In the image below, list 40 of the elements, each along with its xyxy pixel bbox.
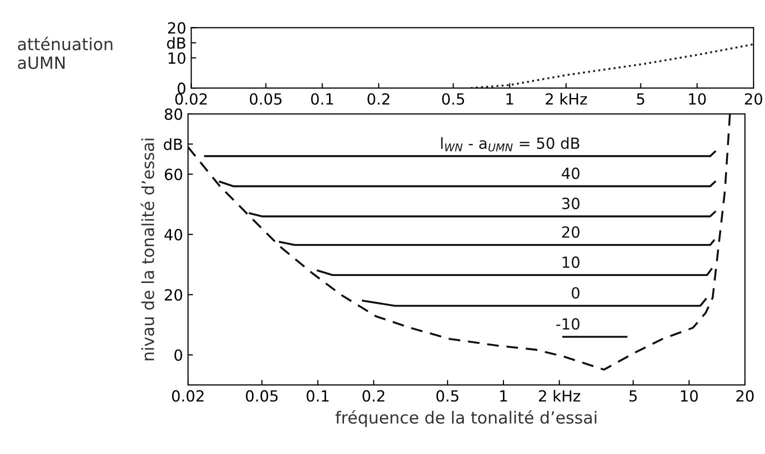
- x-tick-label: 0.02: [172, 390, 204, 402]
- x-tick-label: 1: [506, 93, 514, 105]
- x-axis-title: fréquence de la tonalité d’essai: [336, 410, 596, 427]
- series-label: 20: [562, 226, 580, 238]
- x-tick-label: 10: [689, 93, 706, 105]
- x-tick-label: 0.1: [306, 390, 329, 402]
- y-tick-label: 0: [174, 349, 182, 361]
- x-tick-label: 10: [681, 390, 698, 402]
- series-label: 30: [562, 198, 580, 210]
- x-tick-label: 0.2: [362, 390, 384, 402]
- y-tick-label: dB: [167, 36, 186, 49]
- series-label: 10: [562, 256, 580, 268]
- x-tick-label: 0.02: [175, 93, 207, 105]
- y-tick-label: 60: [164, 168, 182, 180]
- y-axis-title: atténuation aUMN: [18, 36, 112, 70]
- y-tick-label: 0: [178, 82, 186, 94]
- x-tick-label: 0.5: [436, 390, 458, 402]
- series-label: -10: [556, 318, 580, 330]
- series-label: l$_{WN}$ - a$_{UMN}$ = 50 dB: [441, 137, 580, 152]
- x-tick-label: 0.1: [311, 93, 333, 105]
- y-tick-label: 20: [168, 22, 186, 34]
- x-tick-label: 0.05: [250, 93, 282, 105]
- y-tick-label: 80: [164, 108, 182, 120]
- x-tick-label: 20: [736, 390, 754, 402]
- x-tick-label: 2 kHz: [546, 92, 587, 105]
- series-label: 40: [562, 168, 580, 180]
- x-tick-label: 5: [637, 93, 644, 105]
- y-tick-label: dB: [164, 138, 182, 150]
- x-tick-label: 0.5: [442, 93, 464, 105]
- y-axis-title: nivau de la tonalité d’essai: [140, 138, 154, 360]
- y-tick-label: 40: [164, 228, 182, 240]
- x-tick-label: 0.05: [246, 390, 278, 402]
- x-tick-label: 20: [744, 93, 762, 105]
- y-tick-label: 20: [164, 289, 182, 301]
- series-label: 0: [572, 287, 580, 299]
- x-tick-label: 0.2: [368, 93, 390, 105]
- x-tick-label: 1: [500, 390, 507, 402]
- x-tick-label: 2 kHz: [538, 390, 580, 402]
- x-tick-label: 5: [630, 390, 637, 402]
- y-tick-label: 10: [168, 52, 186, 64]
